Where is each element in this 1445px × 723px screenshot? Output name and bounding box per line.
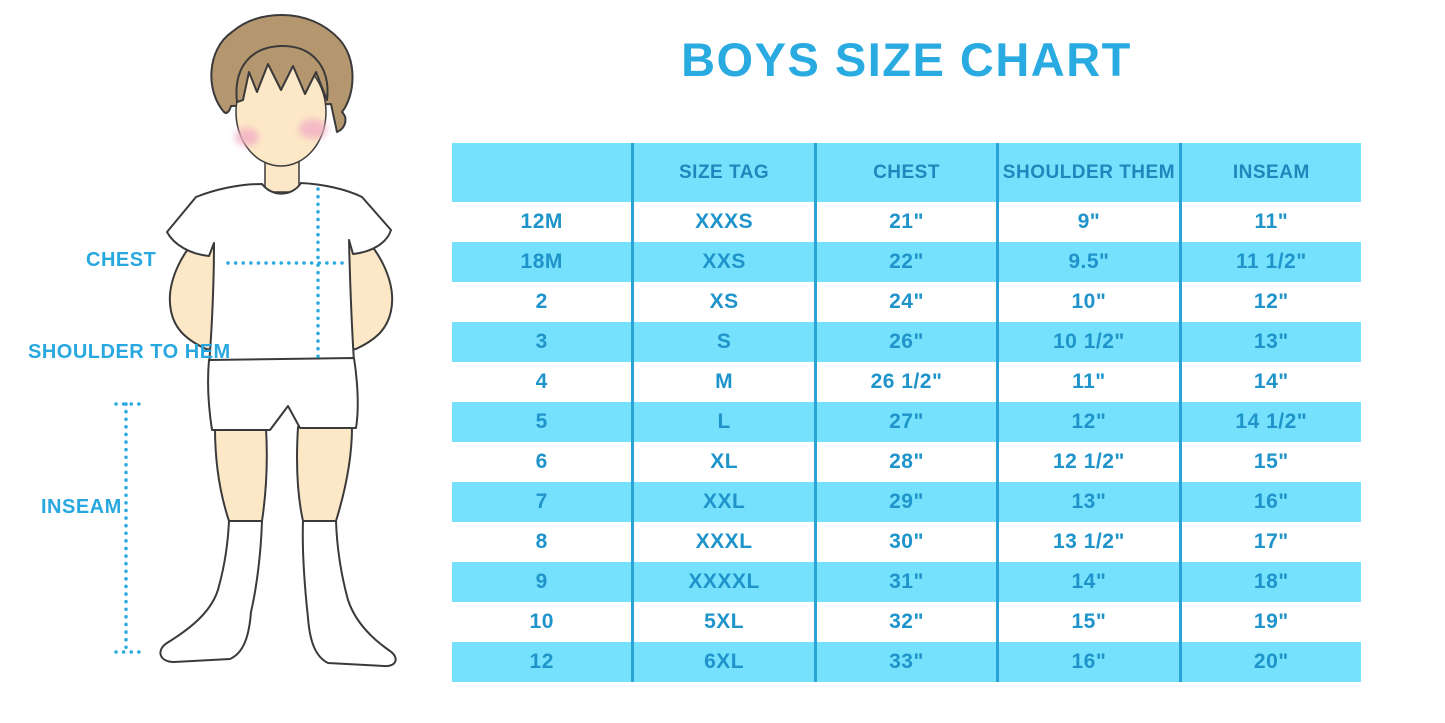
boy-fringe — [235, 44, 329, 103]
cell: 12 — [452, 642, 635, 682]
cell: 10 1/2" — [999, 322, 1182, 362]
cell: 22" — [817, 242, 1000, 282]
cell: 11 1/2" — [1235, 250, 1307, 273]
cell: 29" — [817, 482, 1000, 522]
cell: 27" — [817, 402, 1000, 442]
header-cell: CHEST — [817, 143, 1000, 202]
cell: 30" — [817, 522, 1000, 562]
cell: 26" — [817, 322, 1000, 362]
cell: 4 — [452, 362, 635, 402]
table-row: 12 6XL 33" 16" 20" — [452, 642, 1361, 682]
table-header-row: SIZE TAG CHEST SHOULDER THEM INSEAM — [452, 143, 1361, 202]
cell: 5XL — [634, 602, 817, 642]
cell: XXS — [634, 242, 817, 282]
size-table: SIZE TAG CHEST SHOULDER THEM INSEAM 12M XXXS 2… — [452, 143, 1361, 682]
cell: XXXL — [634, 522, 817, 562]
boy-sock-right — [301, 520, 397, 668]
cell: 13" — [1253, 330, 1289, 353]
header-cell: SHOULDER THEM — [999, 143, 1182, 202]
cell: 13" — [999, 482, 1182, 522]
cell: 21" — [817, 202, 1000, 242]
cell: 12 1/2" — [999, 442, 1182, 482]
cell: 6XL — [634, 642, 817, 682]
cell: 16" — [999, 642, 1182, 682]
cell: 26 1/2" — [817, 362, 1000, 402]
cell: XL — [634, 442, 817, 482]
cell: XXL — [634, 482, 817, 522]
shoulder-to-hem-label: SHOULDER TO HEM — [28, 341, 231, 363]
cell: 10 — [452, 602, 635, 642]
cell: 5 — [452, 402, 635, 442]
cell: 10" — [999, 282, 1182, 322]
cell: L — [634, 402, 817, 442]
cell: 12M — [452, 202, 635, 242]
cell: 14 1/2" — [1235, 410, 1308, 433]
table-row: 8 XXXL 30" 13 1/2" 17" — [452, 522, 1361, 562]
cell: XXXXL — [634, 562, 817, 602]
boy-sock-left — [159, 520, 263, 663]
table-row: 2 XS 24" 10" 12" — [452, 282, 1361, 322]
cell: 3 — [452, 322, 635, 362]
cell: 7 — [452, 482, 635, 522]
cell: 12" — [1253, 290, 1289, 313]
cell: 16" — [1253, 490, 1289, 513]
cell: M — [634, 362, 817, 402]
cell: 2 — [452, 282, 635, 322]
page-title: BOYS SIZE CHART — [681, 33, 1132, 86]
table-row: 9 XXXXL 31" 14" 18" — [452, 562, 1361, 602]
cell: 32" — [817, 602, 1000, 642]
cell: XS — [634, 282, 817, 322]
table-row: 4 M 26 1/2" 11" 14" — [452, 362, 1361, 402]
cell: 12" — [999, 402, 1182, 442]
cell: 33" — [817, 642, 1000, 682]
measurement-figure: CHEST SHOULDER TO HEM INSEAM — [0, 0, 460, 723]
cell: 18" — [1253, 570, 1289, 593]
cell: 15" — [999, 602, 1182, 642]
table-row: 10 5XL 32" 15" 19" — [452, 602, 1361, 642]
cell: 9" — [999, 202, 1182, 242]
cell: 24" — [817, 282, 1000, 322]
cell: 6 — [452, 442, 635, 482]
cell: 18M — [452, 242, 635, 282]
cell: 8 — [452, 522, 635, 562]
cell: 9.5" — [999, 242, 1182, 282]
table-row: 5 L 27" 12" 14 1/2" — [452, 402, 1361, 442]
boy-leg-left — [214, 427, 268, 522]
cell: 17" — [1253, 530, 1289, 553]
cell: 14" — [999, 562, 1182, 602]
table-row: 7 XXL 29" 13" 16" — [452, 482, 1361, 522]
table-row: 6 XL 28" 12 1/2" 15" — [452, 442, 1361, 482]
cell: 11" — [999, 362, 1182, 402]
table-row: 3 S 26" 10 1/2" 13" — [452, 322, 1361, 362]
inseam-label: INSEAM — [41, 496, 122, 518]
cell: 15" — [1253, 450, 1289, 473]
boy-leg-right — [296, 426, 353, 522]
cell: 28" — [817, 442, 1000, 482]
cell: 14" — [1253, 370, 1289, 393]
header-cell — [452, 143, 635, 202]
cell: 13 1/2" — [999, 522, 1182, 562]
cell: 31" — [817, 562, 1000, 602]
boy-illustration — [114, 14, 397, 668]
boy-blush — [235, 119, 327, 146]
header-cell: SIZE TAG — [634, 143, 817, 202]
table-row: 18M XXS 22" 9.5" 11 1/2" — [452, 242, 1361, 282]
cell: XXXS — [634, 202, 817, 242]
cell: S — [634, 322, 817, 362]
table-row: 12M XXXS 21" 9" 11" — [452, 202, 1361, 242]
chest-label: CHEST — [86, 249, 157, 271]
cell: 20" — [1253, 650, 1289, 673]
boy-shorts — [207, 357, 359, 431]
cell: 11" — [1254, 210, 1289, 233]
cell: 9 — [452, 562, 635, 602]
header-cell: INSEAM — [1232, 161, 1310, 183]
cell: 19" — [1253, 610, 1289, 633]
